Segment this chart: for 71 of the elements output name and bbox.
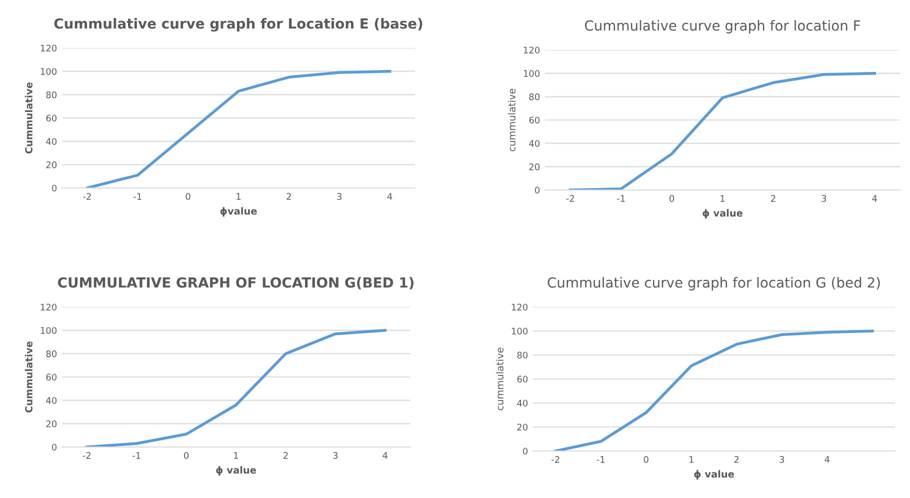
x-tick-label: 0	[184, 452, 189, 459]
y-axis-title: cummulative	[496, 348, 504, 410]
x-tick-label: -1	[596, 456, 605, 463]
line-series	[85, 328, 387, 447]
y-tick-label: 40	[517, 400, 528, 407]
x-tick-label: 2	[284, 452, 288, 459]
x-tick-label: -1	[617, 195, 625, 202]
x-tick-label: -1	[132, 452, 140, 459]
x-tick-label: 4	[824, 456, 830, 463]
y-tick-label: 40	[46, 138, 57, 145]
x-tick-label: 4	[872, 195, 878, 202]
x-tick-label: 0	[670, 195, 674, 202]
y-tick-label: 60	[46, 374, 57, 381]
chart-title: CUMMULATIVE GRAPH OF LOCATION G(BED 1)	[58, 277, 414, 290]
x-axis-title: ϕ value	[694, 470, 734, 480]
y-tick-label: 120	[40, 44, 57, 52]
x-tick-label: 2	[771, 195, 776, 202]
y-tick-label: 60	[517, 376, 528, 383]
x-tick-label: 2	[286, 193, 291, 200]
x-tick-label: -2	[552, 456, 560, 463]
y-tick-label: 100	[40, 327, 57, 334]
x-axis-title: ϕ value	[702, 209, 742, 219]
chart-title: Cummulative curve graph for location F	[584, 20, 860, 34]
y-tick-label: 0	[534, 186, 540, 194]
y-tick-label: 100	[524, 70, 540, 77]
y-axis-title: Cummulative	[24, 82, 32, 154]
y-tick-label: 120	[524, 46, 540, 54]
x-tick-label: 2	[734, 456, 739, 463]
y-tick-label: 20	[46, 161, 57, 168]
x-tick-label: 3	[822, 195, 826, 202]
x-axis-title: ϕ value	[216, 466, 256, 476]
y-tick-label: 100	[512, 328, 528, 335]
y-tick-label: 80	[46, 91, 57, 98]
y-tick-label: 80	[517, 352, 528, 359]
y-tick-label: 120	[512, 304, 528, 311]
line-series	[568, 72, 876, 190]
y-tick-label: 100	[40, 68, 57, 75]
y-axis-title: Cummulative	[24, 341, 32, 413]
line-series	[554, 330, 874, 451]
x-tick-label: -1	[134, 193, 142, 200]
y-tick-label: 40	[529, 140, 540, 147]
x-tick-label: 1	[236, 193, 241, 200]
y-tick-label: 20	[46, 420, 57, 428]
y-tick-label: 0	[52, 444, 57, 451]
y-tick-label: 60	[529, 116, 540, 124]
x-axis-title: ϕvalue	[220, 207, 257, 217]
y-tick-label: 80	[46, 350, 57, 358]
x-tick-label: 3	[333, 452, 338, 459]
y-tick-label: 120	[40, 304, 57, 311]
x-tick-label: -2	[82, 452, 90, 459]
y-tick-label: 80	[529, 93, 540, 100]
x-tick-label: 0	[186, 193, 190, 200]
y-axis-title: cummulative	[508, 88, 516, 152]
line-series	[86, 70, 392, 188]
x-tick-label: 0	[644, 456, 648, 463]
y-tick-label: 20	[529, 163, 540, 170]
x-tick-label: -2	[566, 195, 574, 202]
x-tick-label: 1	[234, 452, 238, 459]
x-tick-label: 4	[382, 452, 388, 459]
x-tick-label: 4	[387, 193, 392, 200]
x-tick-label: 1	[720, 195, 725, 202]
x-tick-label: 1	[689, 456, 694, 463]
chart-title: Cummulative curve graph for Location E (base)	[54, 18, 422, 32]
x-tick-label: -2	[83, 193, 91, 200]
y-tick-label: 40	[46, 397, 57, 404]
y-tick-label: 0	[52, 184, 57, 192]
x-tick-label: 3	[337, 193, 342, 200]
y-tick-label: 20	[517, 424, 528, 431]
x-tick-label: 3	[780, 456, 784, 463]
y-tick-label: 60	[46, 114, 57, 122]
chart-title: Cummulative curve graph for location G (bed 2)	[548, 277, 880, 290]
